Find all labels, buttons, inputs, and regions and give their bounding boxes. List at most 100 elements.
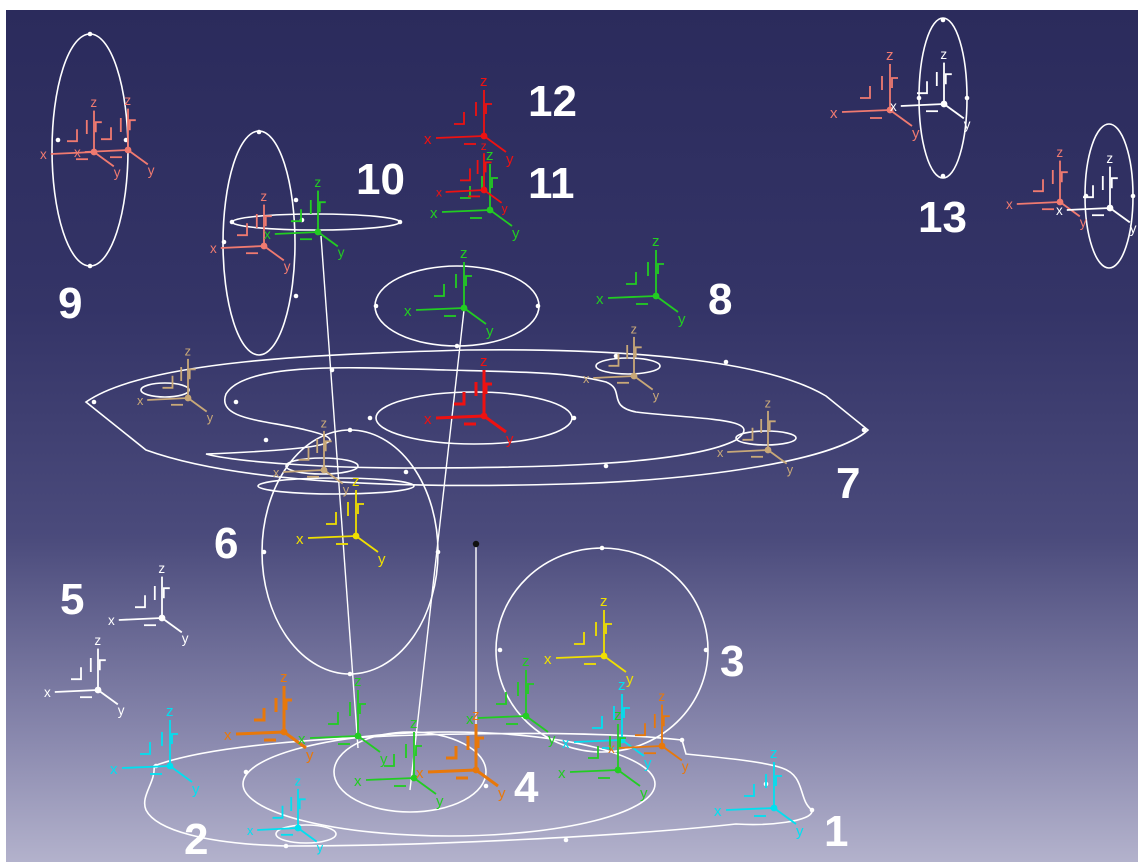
svg-text:y: y bbox=[653, 388, 660, 403]
label-6: 6 bbox=[214, 519, 239, 568]
svg-text:x: x bbox=[264, 227, 271, 242]
small-ellipse-7-right bbox=[595, 357, 661, 375]
point-31 bbox=[347, 427, 353, 433]
svg-text:z: z bbox=[940, 47, 947, 62]
svg-text:x: x bbox=[466, 711, 474, 728]
svg-text:x: x bbox=[110, 761, 118, 778]
svg-text:z: z bbox=[522, 653, 530, 670]
svg-text:x: x bbox=[830, 105, 838, 122]
triad-1-cyan-a: z x y bbox=[562, 677, 652, 772]
svg-text:z: z bbox=[658, 689, 665, 704]
triad-7-tan-far: z x y bbox=[717, 396, 794, 477]
point-22 bbox=[861, 427, 867, 433]
circle-13-left bbox=[918, 17, 968, 179]
circle-8 bbox=[374, 265, 540, 347]
svg-text:z: z bbox=[410, 715, 418, 732]
svg-text:x: x bbox=[247, 823, 254, 838]
svg-text:x: x bbox=[44, 685, 51, 700]
svg-text:z: z bbox=[94, 633, 101, 648]
point-33 bbox=[497, 647, 503, 653]
svg-text:y: y bbox=[796, 823, 804, 840]
point-43 bbox=[483, 783, 489, 789]
svg-text:x: x bbox=[1056, 203, 1063, 218]
point-11 bbox=[940, 17, 946, 23]
svg-text:y: y bbox=[506, 431, 514, 448]
svg-text:z: z bbox=[90, 95, 97, 110]
point-14 bbox=[1130, 193, 1136, 199]
svg-text:z: z bbox=[480, 353, 488, 370]
triad-1-green-a: zxy bbox=[466, 653, 556, 748]
svg-text:y: y bbox=[506, 151, 514, 168]
triad-13-white-b: z x y bbox=[1056, 151, 1137, 236]
svg-text:z: z bbox=[354, 673, 362, 690]
point-27 bbox=[367, 415, 373, 421]
triad-6-yellow: z x y bbox=[296, 473, 386, 568]
label-10: 10 bbox=[356, 155, 405, 204]
svg-text:y: y bbox=[1080, 215, 1087, 230]
stem-top-point bbox=[472, 540, 480, 548]
triad-12: z x y bbox=[424, 73, 514, 168]
svg-text:z: z bbox=[460, 245, 468, 262]
triad-4-orange-a: zxy bbox=[224, 669, 314, 764]
point-15 bbox=[373, 303, 379, 309]
point-29 bbox=[261, 549, 267, 555]
svg-text:z: z bbox=[185, 344, 191, 359]
svg-text:x: x bbox=[424, 131, 432, 148]
svg-text:z: z bbox=[124, 93, 131, 108]
point-19 bbox=[329, 367, 335, 373]
triad-1-green-b: z x y bbox=[558, 707, 648, 802]
svg-text:x: x bbox=[562, 735, 570, 752]
triad-1-orange: z x y bbox=[608, 689, 689, 774]
triad-9-a: z x y bbox=[40, 95, 121, 180]
svg-text:z: z bbox=[166, 703, 174, 720]
svg-text:z: z bbox=[352, 473, 360, 490]
svg-text:x: x bbox=[544, 651, 552, 668]
svg-text:y: y bbox=[486, 323, 494, 340]
point-1 bbox=[55, 137, 61, 143]
svg-text:x: x bbox=[424, 411, 432, 428]
svg-text:x: x bbox=[714, 803, 722, 820]
triad-4-green-b: z x y bbox=[354, 715, 444, 810]
triad-8-center: z x y bbox=[404, 245, 494, 340]
label-3: 3 bbox=[720, 637, 745, 686]
point-20 bbox=[613, 353, 619, 359]
svg-text:x: x bbox=[273, 465, 280, 480]
label-12: 12 bbox=[528, 77, 577, 126]
triad-11-red: z x y bbox=[436, 139, 508, 215]
flat-ellipse-6 bbox=[257, 477, 415, 495]
point-17 bbox=[454, 343, 460, 349]
point-32 bbox=[347, 671, 353, 677]
triad-10-green: z x y bbox=[264, 175, 345, 260]
svg-text:z: z bbox=[260, 189, 267, 204]
svg-text:y: y bbox=[380, 751, 388, 768]
point-24 bbox=[403, 469, 409, 475]
svg-text:z: z bbox=[480, 73, 488, 90]
svg-text:y: y bbox=[644, 755, 652, 772]
svg-text:x: x bbox=[296, 531, 304, 548]
svg-text:x: x bbox=[354, 773, 362, 790]
small-ellipse-7-far-right bbox=[735, 430, 797, 446]
svg-text:z: z bbox=[158, 561, 165, 576]
svg-text:z: z bbox=[280, 669, 288, 686]
svg-text:y: y bbox=[284, 259, 291, 274]
svg-text:z: z bbox=[472, 707, 480, 724]
svg-text:x: x bbox=[298, 731, 306, 748]
point-4 bbox=[87, 263, 93, 269]
svg-text:y: y bbox=[498, 785, 506, 802]
svg-text:y: y bbox=[912, 125, 920, 142]
svg-text:y: y bbox=[678, 311, 686, 328]
svg-text:y: y bbox=[338, 245, 345, 260]
svg-text:x: x bbox=[430, 205, 438, 222]
point-18 bbox=[91, 399, 97, 405]
point-28 bbox=[571, 415, 577, 421]
svg-text:y: y bbox=[182, 631, 189, 646]
small-ellipse-2 bbox=[275, 824, 337, 844]
label-8: 8 bbox=[708, 275, 733, 324]
svg-text:y: y bbox=[207, 410, 214, 425]
label-2: 2 bbox=[184, 815, 209, 862]
svg-text:x: x bbox=[1006, 197, 1013, 212]
svg-text:y: y bbox=[317, 840, 324, 855]
svg-text:z: z bbox=[600, 593, 608, 610]
svg-text:z: z bbox=[631, 322, 637, 337]
